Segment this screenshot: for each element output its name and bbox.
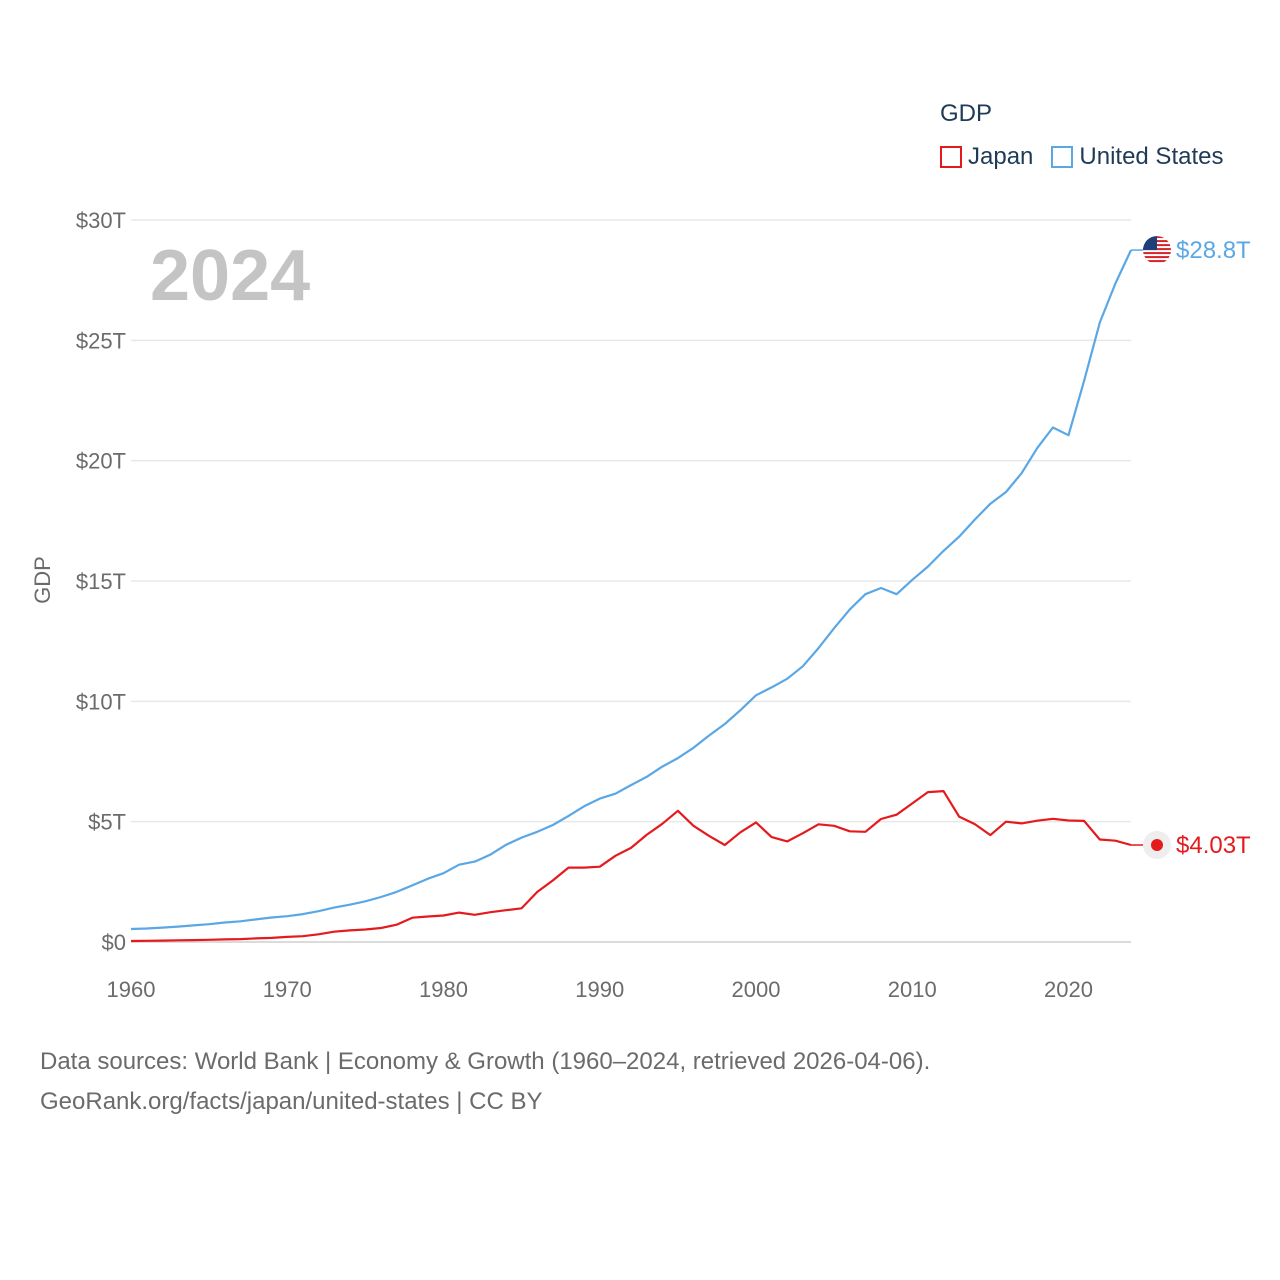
y-axis-title: GDP (30, 556, 55, 604)
gridlines (131, 219, 1131, 943)
data-source-note: Data sources: World Bank | Economy & Gro… (40, 1042, 930, 1122)
end-value-label-japan: $4.03T (1176, 832, 1251, 859)
legend-item-japan[interactable]: Japan (940, 143, 1033, 171)
x-tick-label: 1970 (263, 977, 312, 1002)
source-line-1: Data sources: World Bank | Economy & Gro… (40, 1048, 931, 1075)
end-value-label-united-states: $28.8T (1176, 237, 1251, 264)
y-tick-label: $15T (76, 569, 126, 594)
y-tick-label: $20T (76, 449, 126, 474)
legend-label-united-states: United States (1079, 143, 1224, 170)
y-tick-label: $25T (76, 328, 126, 353)
series-line-japan[interactable] (130, 789, 1132, 943)
end-marker-japan[interactable] (1151, 839, 1163, 852)
x-tick-label: 1980 (419, 977, 468, 1002)
x-axis-ticks: 1960 1970 1980 1990 2000 2010 2020 (107, 977, 1093, 1002)
y-tick-label: $30T (76, 208, 126, 233)
us-flag-icon (1143, 236, 1171, 265)
legend-title: GDP (940, 100, 993, 127)
series-lines (130, 249, 1145, 943)
x-tick-label: 1990 (575, 977, 624, 1002)
y-axis-ticks: $0 $5T $10T $15T $20T $25T $30T (76, 208, 126, 955)
legend: Japan United States (940, 143, 1241, 171)
legend-label-japan: Japan (968, 143, 1034, 170)
year-label: 2024 (150, 236, 310, 316)
x-tick-label: 1960 (107, 977, 156, 1002)
y-tick-label: $5T (88, 810, 126, 835)
source-line-2[interactable]: GeoRank.org/facts/japan/united-states | … (40, 1088, 543, 1115)
x-tick-label: 2000 (732, 977, 781, 1002)
legend-item-united-states[interactable]: United States (1051, 143, 1223, 171)
end-markers: $4.03T $28.8T (1143, 236, 1251, 860)
series-line-united-states[interactable] (130, 249, 1132, 931)
y-tick-label: $10T (76, 689, 126, 714)
x-tick-label: 2020 (1044, 977, 1093, 1002)
legend-swatch-united-states (1051, 146, 1074, 168)
x-tick-label: 2010 (888, 977, 937, 1002)
legend-swatch-japan (940, 146, 962, 168)
y-tick-label: $0 (102, 930, 126, 955)
